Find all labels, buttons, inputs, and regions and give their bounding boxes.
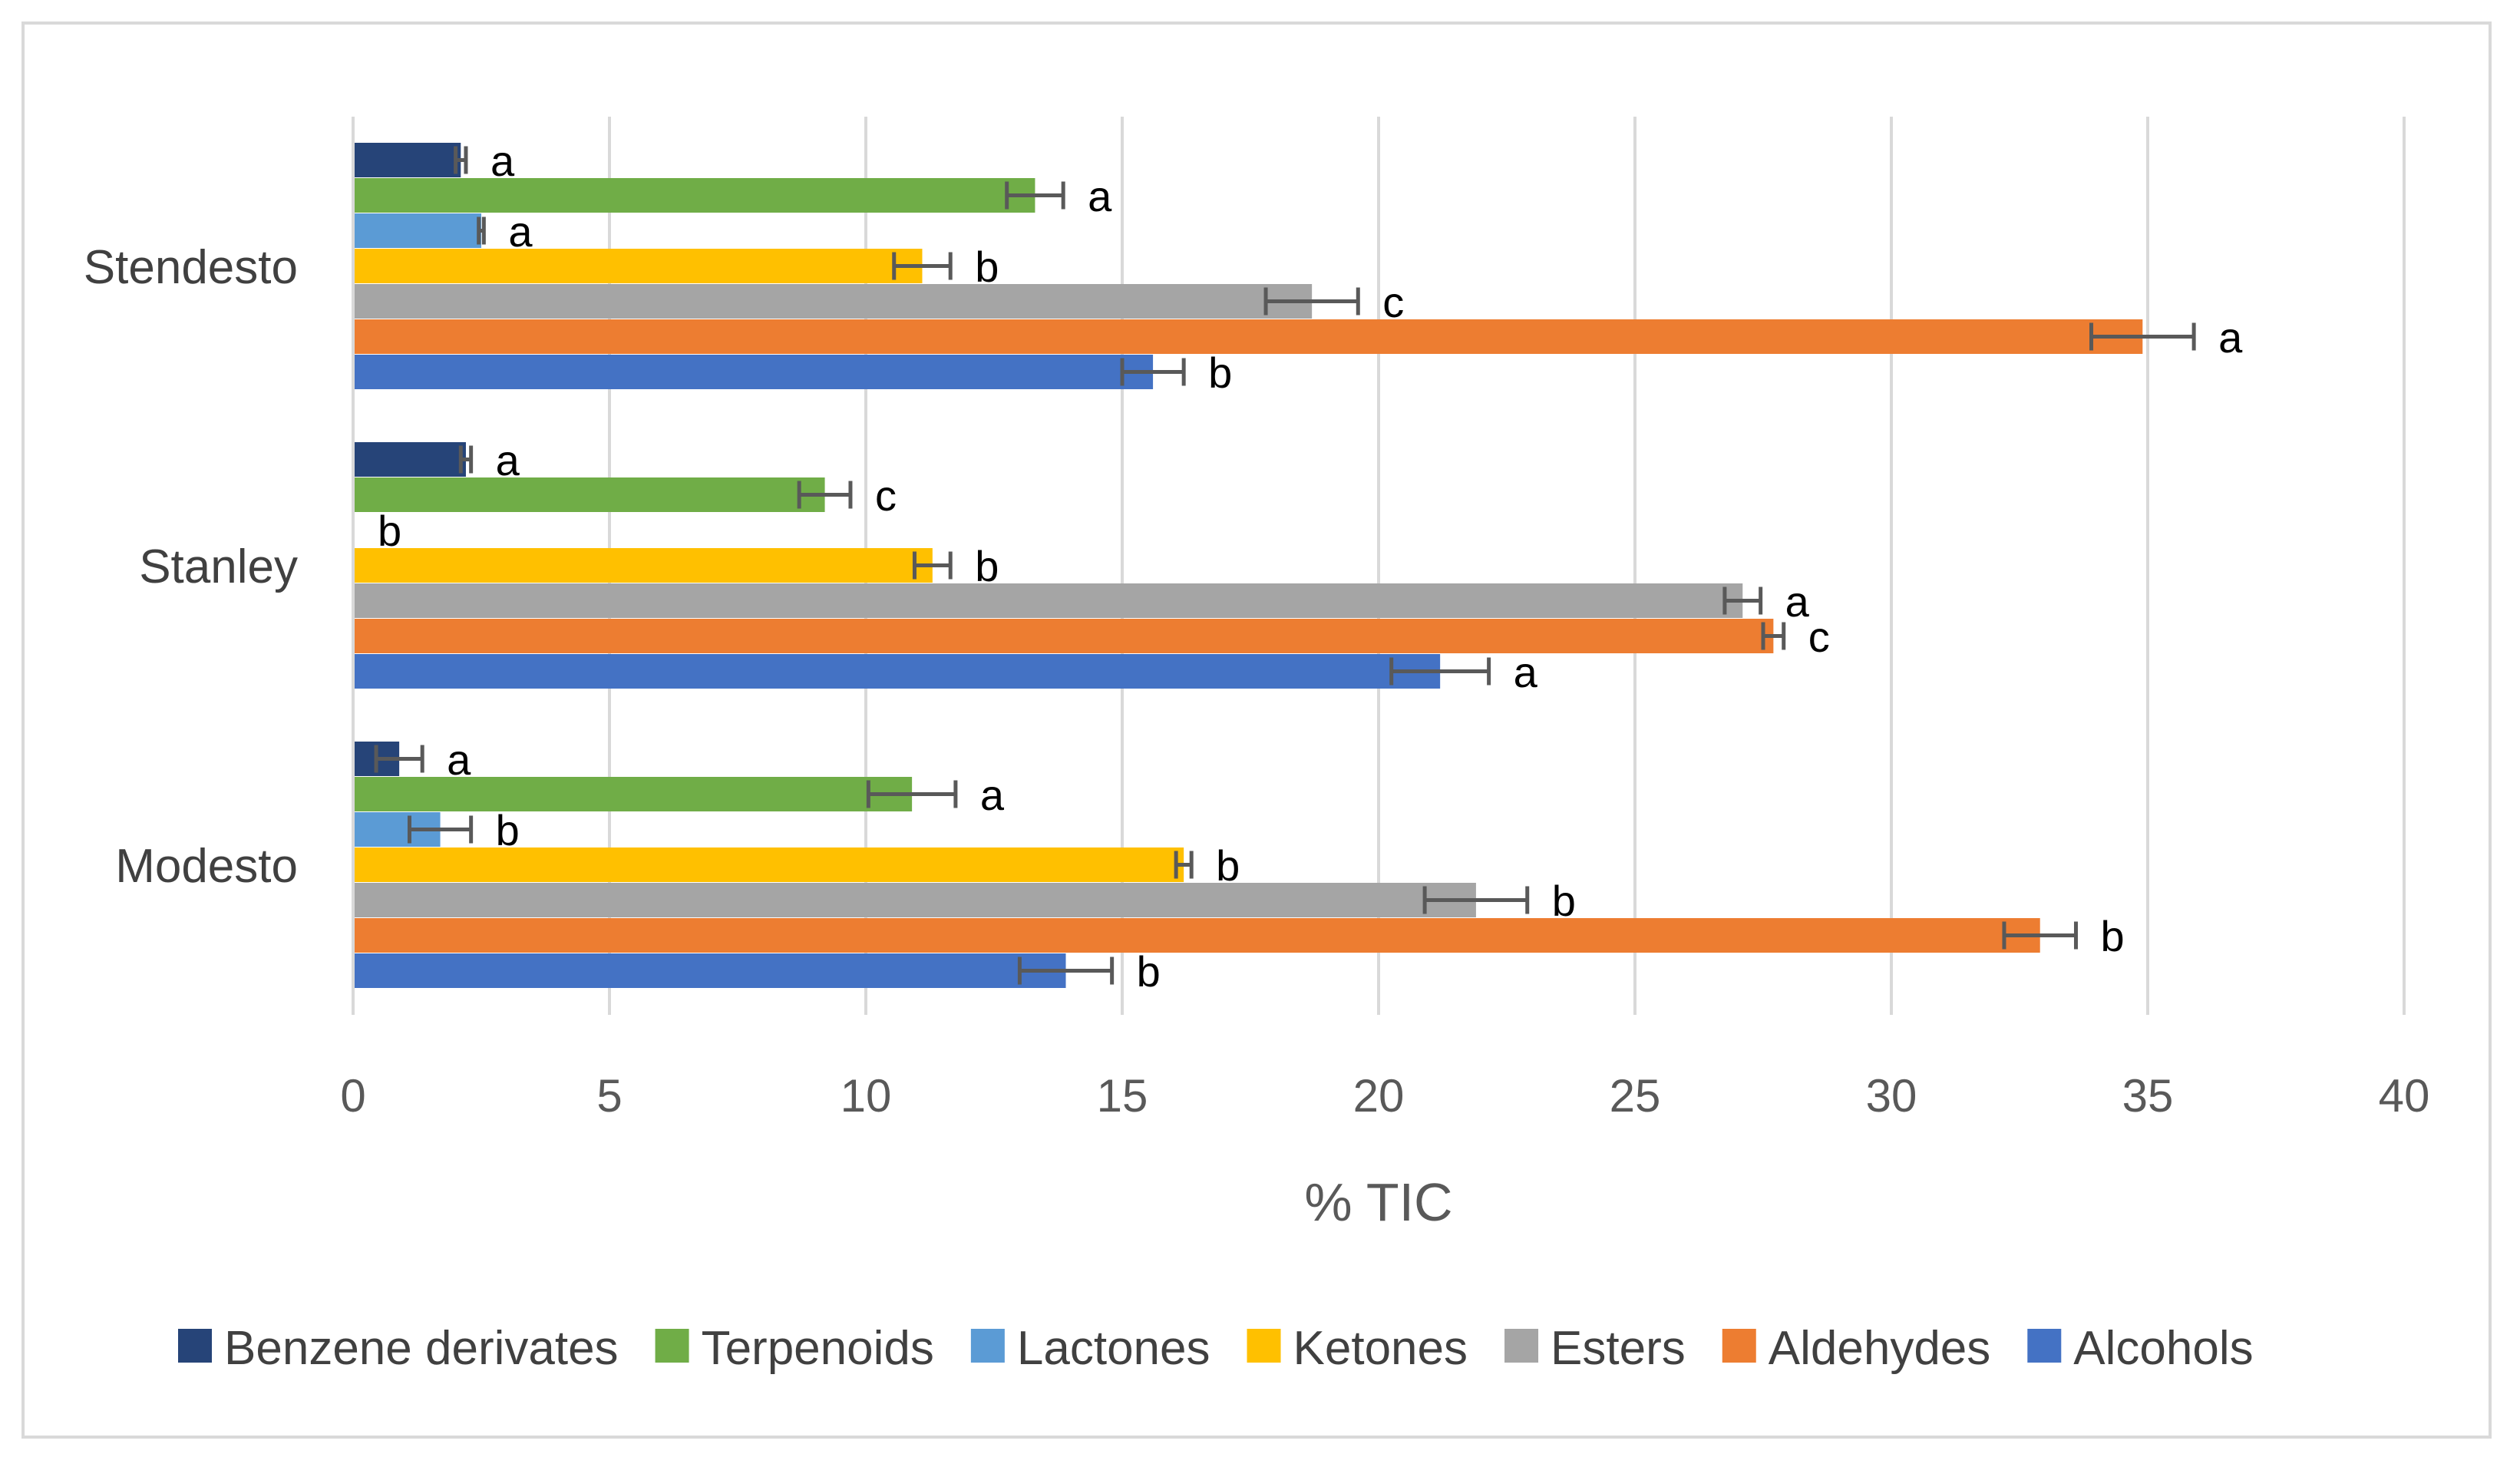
error-bar — [912, 551, 953, 580]
category-label: Modesto — [115, 840, 298, 893]
x-axis-title: % TIC — [1304, 1172, 1452, 1232]
bar — [353, 583, 1743, 618]
significance-letter: b — [1552, 877, 1576, 925]
bars — [353, 143, 2143, 988]
significance-letter: a — [2218, 313, 2243, 362]
error-bar — [454, 146, 468, 174]
bar — [353, 847, 1184, 882]
significance-letter: b — [2100, 912, 2124, 960]
svg-text:Terpenoids: Terpenoids — [702, 1322, 934, 1375]
bar — [353, 178, 1035, 213]
bar — [353, 355, 1154, 389]
axes: 0 5 10 15 20 25 30 35 40 Stendesto Stanley Modesto — [84, 117, 2430, 1122]
bar — [353, 442, 466, 477]
bar — [353, 143, 461, 177]
category-label: Stanley — [139, 540, 298, 593]
error-bar — [407, 815, 474, 844]
x-tick-label: 15 — [1097, 1070, 1148, 1122]
x-tick-label: 20 — [1353, 1070, 1405, 1122]
error-bar — [1005, 181, 1065, 210]
error-bar — [1120, 358, 1186, 386]
error-bar — [892, 252, 953, 280]
chart-area: 0 5 10 15 20 25 30 35 40 Stendesto Stanley Modesto … — [21, 21, 2492, 1439]
legend-entry: Esters — [1504, 1322, 1686, 1375]
legend-entry: Ketones — [1247, 1322, 1468, 1375]
significance-letter: a — [496, 436, 520, 484]
significance-letter: b — [496, 806, 520, 854]
legend-entry: Alcohols — [2027, 1322, 2254, 1375]
svg-text:Benzene derivates: Benzene derivates — [224, 1322, 619, 1375]
error-bar — [374, 745, 424, 773]
significance-letter: c — [1808, 613, 1830, 661]
significance-letter: b — [1216, 841, 1240, 890]
x-tick-label: 40 — [2379, 1070, 2430, 1122]
bar — [353, 619, 1774, 653]
significance-letter: b — [1137, 947, 1161, 996]
bar — [353, 477, 825, 512]
x-tick-label: 5 — [596, 1070, 622, 1122]
x-tick-label: 35 — [2122, 1070, 2174, 1122]
legend-entry: Terpenoids — [655, 1322, 934, 1375]
legend-entry: Lactones — [970, 1322, 1210, 1375]
bar — [353, 953, 1066, 988]
significance-letter: a — [980, 771, 1005, 819]
legend: Benzene derivates Terpenoids Lactones Keton… — [178, 1322, 2254, 1375]
significance-letter: b — [975, 243, 999, 291]
error-bar — [866, 780, 958, 808]
error-bar — [1263, 287, 1360, 316]
significance-letter: b — [1208, 349, 1232, 397]
significance-letter: c — [1382, 278, 1404, 326]
error-bar — [1174, 851, 1194, 879]
chart-svg: 0 5 10 15 20 25 30 35 40StendestoStanleyModesto … — [84, 117, 2430, 1375]
significance-letter: a — [447, 735, 471, 784]
significance-letter: a — [1785, 577, 1810, 626]
error-bar — [2089, 322, 2196, 351]
significance-letter: b — [378, 507, 401, 555]
bar — [353, 777, 913, 811]
significance-letter: a — [490, 137, 515, 185]
significance-letter: c — [875, 471, 897, 520]
svg-text:Esters: Esters — [1551, 1322, 1686, 1375]
significance-letter: b — [975, 542, 999, 590]
bar — [353, 319, 2143, 354]
legend-entry: Benzene derivates — [178, 1322, 619, 1375]
legend-entry: Aldehydes — [1722, 1322, 1991, 1375]
significance-letter: a — [1514, 648, 1538, 696]
error-bar — [477, 216, 486, 245]
significance-letter: a — [508, 207, 533, 256]
svg-text:Alcohols: Alcohols — [2073, 1322, 2253, 1375]
bar — [353, 249, 923, 283]
error-bar — [1017, 957, 1115, 985]
error-bar — [2002, 921, 2078, 950]
error-bar — [1722, 586, 1763, 615]
svg-text:Ketones: Ketones — [1293, 1322, 1468, 1375]
error-bar — [458, 445, 474, 474]
svg-text:Aldehydes: Aldehydes — [1769, 1322, 1991, 1375]
category-label: Stendesto — [84, 241, 298, 294]
bar — [353, 918, 2040, 953]
bar — [353, 654, 1441, 689]
bar — [353, 883, 1476, 917]
bar — [353, 284, 1313, 319]
error-bar — [1389, 657, 1491, 686]
svg-text:Lactones: Lactones — [1017, 1322, 1210, 1375]
x-tick-label: 0 — [340, 1070, 365, 1122]
error-bars — [374, 146, 2196, 985]
x-tick-label: 25 — [1610, 1070, 1661, 1122]
bar — [353, 213, 481, 248]
error-bar — [1422, 886, 1530, 914]
error-bar — [797, 481, 853, 509]
x-tick-label: 10 — [841, 1070, 892, 1122]
bar — [353, 548, 933, 583]
x-tick-label: 30 — [1866, 1070, 1917, 1122]
significance-letter: a — [1088, 172, 1112, 220]
error-bar — [1761, 622, 1786, 650]
